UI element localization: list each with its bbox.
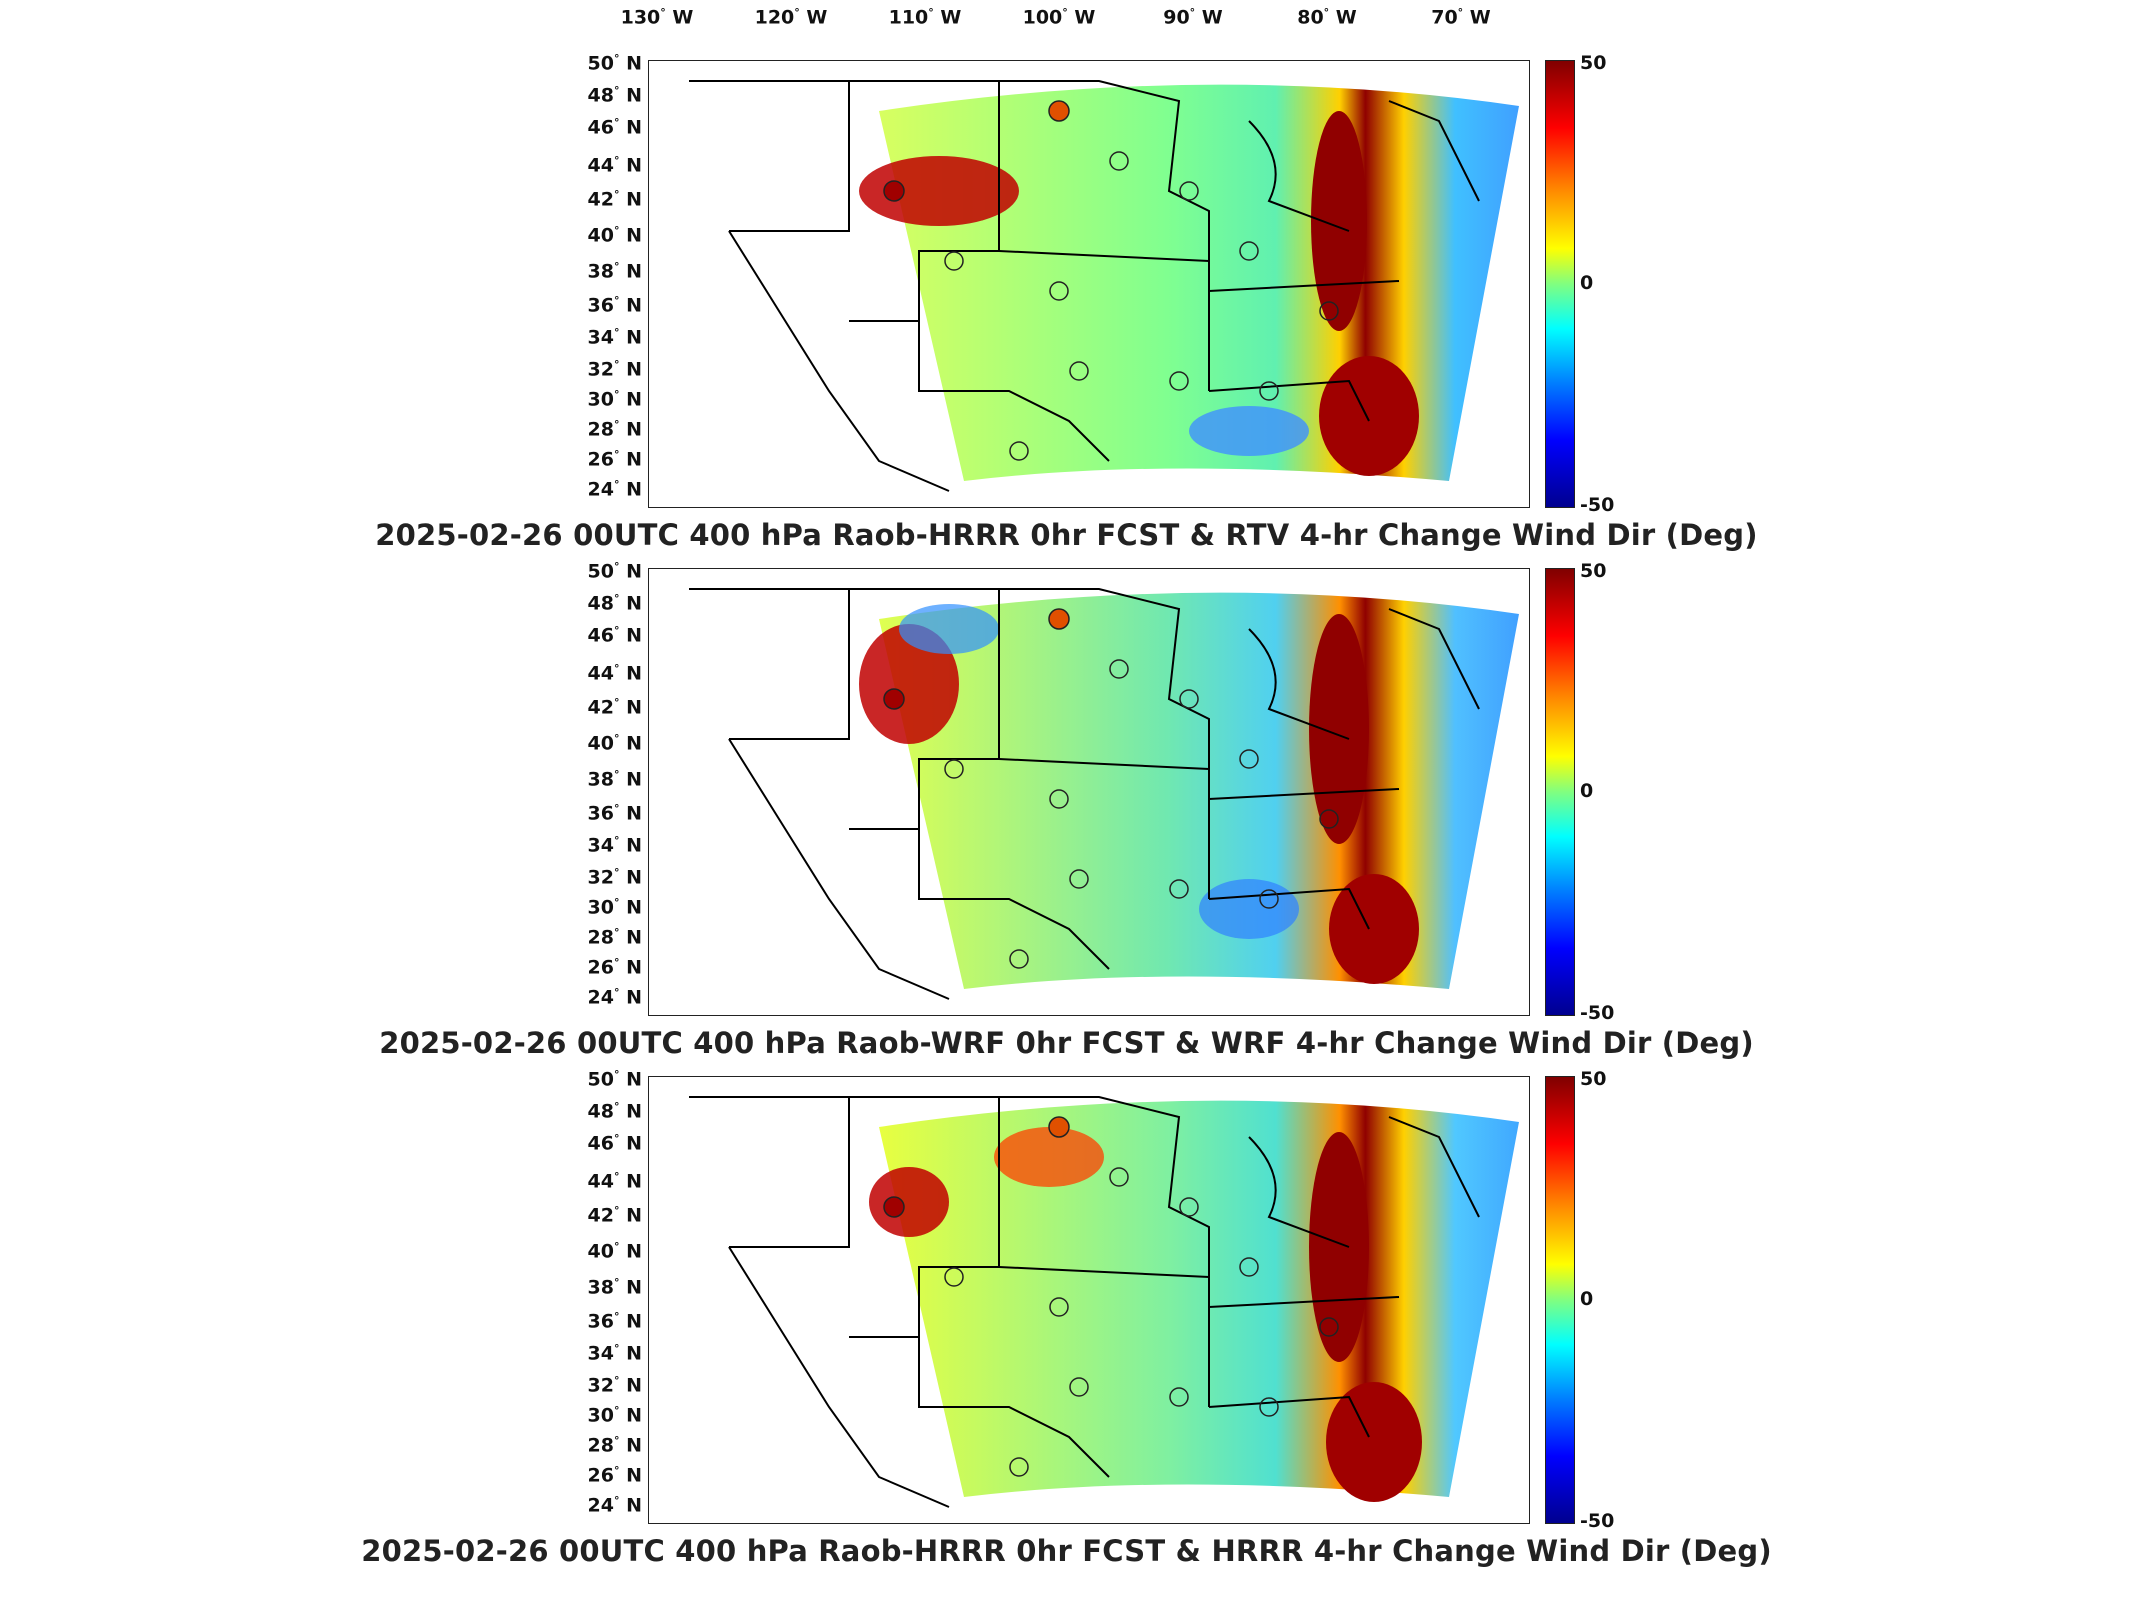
lon-label: 130° W bbox=[620, 6, 694, 29]
lat-label: 36° N bbox=[587, 294, 642, 317]
lat-label: 30° N bbox=[587, 896, 642, 919]
colorbar-min: -50 bbox=[1580, 1002, 1615, 1024]
lat-label: 48° N bbox=[587, 592, 642, 615]
model-domain bbox=[879, 592, 1519, 989]
wind-direction-map bbox=[689, 588, 1519, 1000]
map-frame bbox=[648, 60, 1530, 508]
colorbar-min: -50 bbox=[1580, 1510, 1615, 1532]
lat-label: 42° N bbox=[587, 1204, 642, 1227]
positive-anomaly-atlantic bbox=[1329, 874, 1419, 984]
colorbar-mid: 0 bbox=[1580, 272, 1594, 294]
colorbar-mid: 0 bbox=[1580, 1288, 1594, 1310]
positive-anomaly-northwest bbox=[869, 1167, 949, 1237]
wind-direction-map bbox=[689, 1096, 1519, 1508]
state-borders bbox=[689, 80, 1480, 492]
lat-label: 38° N bbox=[587, 1276, 642, 1299]
positive-anomaly-east-coast-north bbox=[1311, 111, 1367, 331]
lat-label: 42° N bbox=[587, 696, 642, 719]
map-frame bbox=[648, 1076, 1530, 1524]
lat-label: 26° N bbox=[587, 448, 642, 471]
lat-label: 40° N bbox=[587, 732, 642, 755]
lat-label: 38° N bbox=[587, 768, 642, 791]
negative-anomaly-gulf bbox=[1189, 406, 1309, 456]
lat-label: 32° N bbox=[587, 358, 642, 381]
negative-anomaly-southeast bbox=[1199, 879, 1299, 939]
lat-label: 24° N bbox=[587, 478, 642, 501]
lat-label: 32° N bbox=[587, 866, 642, 889]
lat-label: 28° N bbox=[587, 1434, 642, 1457]
map-panel-1: 50 0 -50 50° N 48° N 46° N 44° N 42° N 4… bbox=[0, 52, 2133, 572]
negative-anomaly-northwest bbox=[899, 604, 999, 654]
lon-label: 90° W bbox=[1163, 6, 1223, 29]
lat-label: 50° N bbox=[587, 560, 642, 583]
lat-label: 24° N bbox=[587, 986, 642, 1009]
lon-label: 70° W bbox=[1431, 6, 1491, 29]
lat-label: 30° N bbox=[587, 388, 642, 411]
station-markers bbox=[883, 100, 1339, 461]
positive-anomaly-northwest bbox=[859, 156, 1019, 226]
lat-label: 34° N bbox=[587, 326, 642, 349]
model-domain bbox=[879, 1100, 1519, 1497]
lat-label: 46° N bbox=[587, 116, 642, 139]
lat-label: 36° N bbox=[587, 802, 642, 825]
state-borders bbox=[689, 1096, 1480, 1508]
lat-label: 30° N bbox=[587, 1404, 642, 1427]
station-markers bbox=[883, 608, 1339, 969]
colorbar-mid: 0 bbox=[1580, 780, 1594, 802]
lat-label: 50° N bbox=[587, 52, 642, 75]
map-panel-3: 50 0 -50 50° N 48° N 46° N 44° N 42° N 4… bbox=[0, 1068, 2133, 1588]
lat-label: 48° N bbox=[587, 1100, 642, 1123]
positive-anomaly-east-coast-north bbox=[1309, 614, 1369, 844]
positive-anomaly-atlantic bbox=[1319, 356, 1419, 476]
lat-label: 36° N bbox=[587, 1310, 642, 1333]
lat-label: 44° N bbox=[587, 154, 642, 177]
map-panel-2: 50 0 -50 50° N 48° N 46° N 44° N 42° N 4… bbox=[0, 560, 2133, 1080]
lat-label: 50° N bbox=[587, 1068, 642, 1091]
positive-anomaly-east-coast-north bbox=[1309, 1132, 1369, 1362]
lat-label: 28° N bbox=[587, 926, 642, 949]
colorbar-max: 50 bbox=[1580, 560, 1607, 582]
station-markers bbox=[883, 1116, 1339, 1477]
map-frame bbox=[648, 568, 1530, 1016]
colorbar bbox=[1545, 568, 1575, 1016]
lon-label: 110° W bbox=[888, 6, 962, 29]
lat-label: 40° N bbox=[587, 224, 642, 247]
lon-label: 80° W bbox=[1297, 6, 1357, 29]
lat-label: 32° N bbox=[587, 1374, 642, 1397]
lat-label: 46° N bbox=[587, 1132, 642, 1155]
lat-label: 44° N bbox=[587, 662, 642, 685]
colorbar-max: 50 bbox=[1580, 52, 1607, 74]
lat-label: 34° N bbox=[587, 834, 642, 857]
state-borders bbox=[689, 588, 1480, 1000]
colorbar-max: 50 bbox=[1580, 1068, 1607, 1090]
positive-anomaly-atlantic bbox=[1326, 1382, 1422, 1502]
lat-label: 28° N bbox=[587, 418, 642, 441]
lat-label: 40° N bbox=[587, 1240, 642, 1263]
positive-anomaly-north-plains bbox=[994, 1127, 1104, 1187]
lat-label: 46° N bbox=[587, 624, 642, 647]
lat-label: 42° N bbox=[587, 188, 642, 211]
wind-direction-map bbox=[689, 80, 1519, 492]
panel-title: 2025-02-26 00UTC 400 hPa Raob-HRRR 0hr F… bbox=[375, 518, 1758, 552]
panel-title: 2025-02-26 00UTC 400 hPa Raob-WRF 0hr FC… bbox=[379, 1026, 1754, 1060]
lat-label: 26° N bbox=[587, 1464, 642, 1487]
lat-label: 48° N bbox=[587, 84, 642, 107]
lon-label: 100° W bbox=[1022, 6, 1096, 29]
lat-label: 38° N bbox=[587, 260, 642, 283]
colorbar-min: -50 bbox=[1580, 494, 1615, 516]
positive-anomaly-northwest bbox=[859, 624, 959, 744]
lat-label: 26° N bbox=[587, 956, 642, 979]
lon-label: 120° W bbox=[754, 6, 828, 29]
panel-title: 2025-02-26 00UTC 400 hPa Raob-HRRR 0hr F… bbox=[361, 1534, 1772, 1568]
colorbar bbox=[1545, 60, 1575, 508]
lat-label: 24° N bbox=[587, 1494, 642, 1517]
lat-label: 34° N bbox=[587, 1342, 642, 1365]
lat-label: 44° N bbox=[587, 1170, 642, 1193]
colorbar bbox=[1545, 1076, 1575, 1524]
